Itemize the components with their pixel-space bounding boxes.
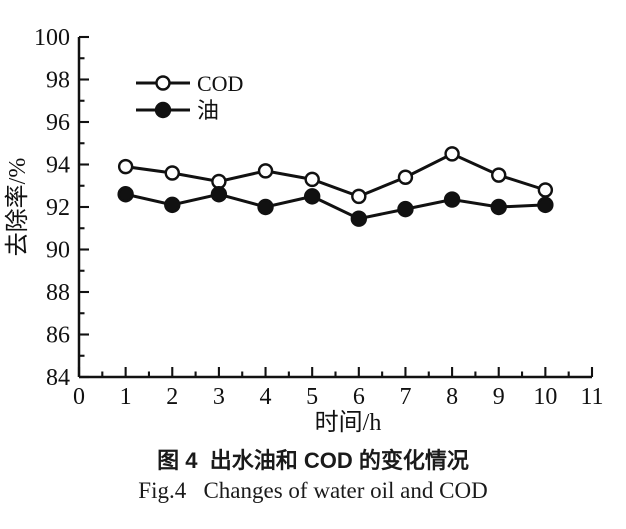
data-point (444, 146, 460, 162)
data-point (537, 196, 554, 214)
y-tick-label: 98 (46, 68, 70, 94)
figure-caption-zh: 图 4 出水油和 COD 的变化情况 (157, 448, 469, 473)
data-point (304, 171, 320, 188)
x-tick-label: 0 (73, 384, 85, 410)
y-tick-label: 90 (46, 238, 70, 264)
data-point (350, 210, 368, 227)
x-axis-title: 时间/h (315, 409, 382, 436)
data-point (257, 198, 274, 216)
series-line (125, 192, 546, 221)
y-tick-label: 100 (34, 25, 70, 51)
x-tick-label: 1 (120, 384, 132, 410)
x-tick-label: 2 (166, 384, 178, 410)
y-tick-label: 86 (46, 323, 70, 349)
data-point (164, 196, 181, 214)
ticks (77, 35, 594, 379)
x-tick-label: 10 (533, 384, 557, 410)
data-point (397, 200, 414, 218)
x-tick-label: 3 (213, 384, 225, 410)
data-point (537, 182, 554, 198)
series-oil (117, 186, 554, 227)
y-tick-label: 96 (46, 110, 70, 136)
data-point (117, 186, 134, 203)
series-cod (117, 146, 554, 205)
legend-open-circle-marker (155, 75, 171, 91)
line-chart: 0 1 2 3 4 5 6 7 8 9 10 11 84 86 88 90 92 94 96 98 100 时间/h 去除率… (4, 25, 604, 436)
x-tick-label: 7 (399, 384, 411, 410)
x-tick-label: 6 (353, 384, 365, 410)
data-point (397, 169, 414, 185)
figure-caption-en: Fig.4 Changes of water oil and COD (138, 478, 488, 503)
data-point (490, 198, 507, 216)
y-tick-labels: 84 86 88 90 92 94 96 98 100 (34, 25, 70, 391)
x-tick-label: 11 (580, 384, 603, 410)
data-point (117, 158, 134, 175)
y-tick-label: 84 (46, 365, 70, 391)
legend-filled-circle-marker (154, 101, 172, 119)
data-point (351, 188, 367, 205)
series-line (125, 152, 546, 198)
data-point (164, 165, 180, 181)
data-point (257, 163, 274, 179)
data-point (443, 191, 461, 208)
x-tick-label: 9 (493, 384, 505, 410)
x-tick-label: 5 (306, 384, 318, 410)
data-point (303, 188, 321, 205)
data-point (491, 167, 507, 183)
y-tick-label: 94 (46, 153, 70, 179)
y-tick-label: 88 (46, 280, 70, 306)
y-axis-title: 去除率/% (4, 158, 31, 257)
x-tick-labels: 0 1 2 3 4 5 6 7 8 9 10 11 (73, 384, 604, 410)
legend-label: 油 (197, 98, 219, 123)
legend-label: COD (197, 71, 243, 96)
x-tick-label: 4 (260, 384, 272, 410)
x-tick-label: 8 (446, 384, 458, 410)
data-point (210, 186, 228, 203)
y-tick-label: 92 (46, 195, 70, 221)
